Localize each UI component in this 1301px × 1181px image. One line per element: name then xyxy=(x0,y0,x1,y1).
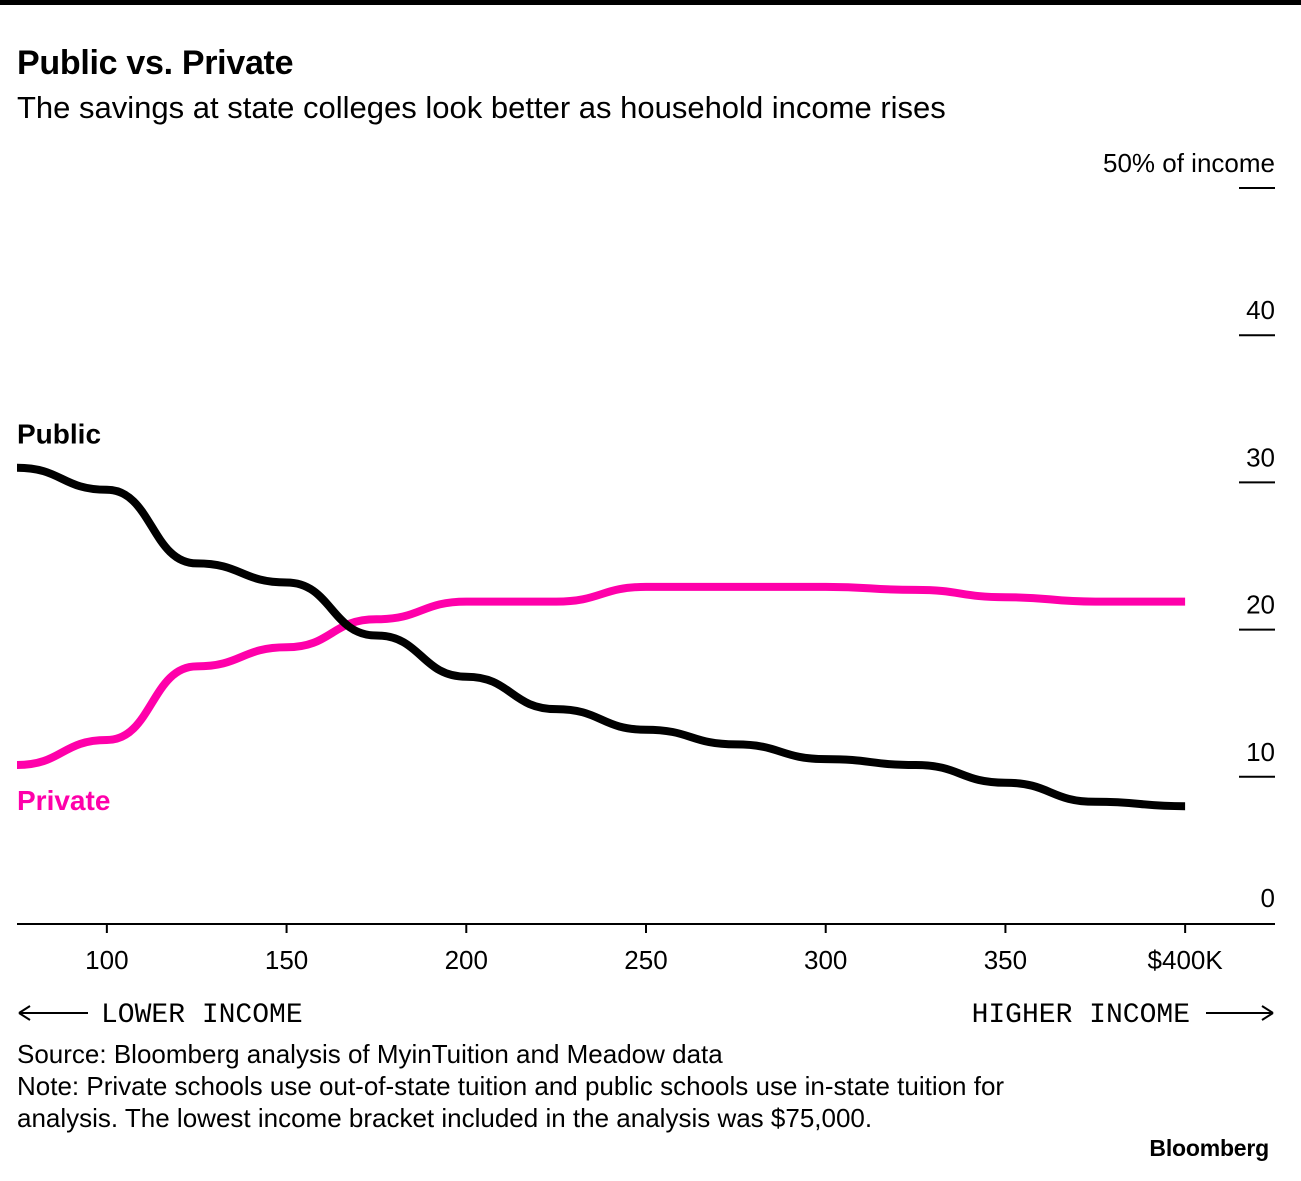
series-label-private: Private xyxy=(17,785,110,816)
footnote: Source: Bloomberg analysis of MyinTuitio… xyxy=(17,1038,1037,1134)
chart-title: Public vs. Private xyxy=(17,44,294,82)
x-tick-label: 300 xyxy=(804,945,847,975)
y-tick-label: 10 xyxy=(1246,737,1275,767)
left-arrow-icon xyxy=(18,1005,88,1021)
series-line-private xyxy=(16,582,1186,769)
right-arrow-icon xyxy=(1206,1005,1274,1021)
x-tick-label: 200 xyxy=(445,945,488,975)
y-tick-label: 40 xyxy=(1246,295,1275,325)
y-tick-label: 20 xyxy=(1246,590,1275,620)
x-tick-label: 100 xyxy=(85,945,128,975)
x-tick-label: $400K xyxy=(1148,945,1224,975)
bloomberg-logo: Bloomberg xyxy=(1149,1135,1269,1161)
y-tick-label: 30 xyxy=(1246,442,1275,472)
methodology-note: Note: Private schools use out-of-state t… xyxy=(17,1071,1005,1133)
series-label-public: Public xyxy=(17,419,101,450)
source-note: Source: Bloomberg analysis of MyinTuitio… xyxy=(17,1039,723,1069)
y-tick-label: 50% of income xyxy=(1103,148,1275,178)
top-rule xyxy=(0,0,1301,5)
higher-income-label: HIGHER INCOME xyxy=(972,1000,1190,1031)
y-tick-label: 0 xyxy=(1261,883,1275,913)
x-tick-label: 350 xyxy=(984,945,1027,975)
x-tick-label: 150 xyxy=(265,945,308,975)
x-tick-label: 250 xyxy=(624,945,667,975)
chart-subtitle: The savings at state colleges look bette… xyxy=(17,90,946,125)
lower-income-label: LOWER INCOME xyxy=(101,1000,303,1031)
series-line-public xyxy=(16,463,1186,811)
